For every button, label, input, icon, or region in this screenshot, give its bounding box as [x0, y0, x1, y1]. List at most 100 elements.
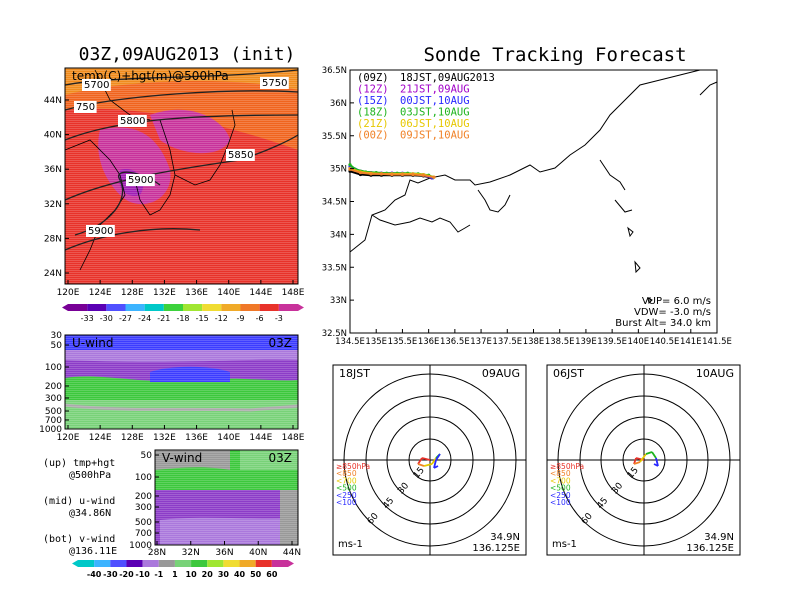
track-x-tick-label: 137E: [470, 337, 492, 347]
map-y-axis: 24N 28N 32N 36N 40N 44N: [44, 96, 69, 279]
wind-colorbar-swatch: [223, 560, 240, 567]
hodo-trace-segment: [651, 451, 657, 459]
hodo-lon: 136.125E: [472, 543, 520, 554]
contour-label-box: [260, 77, 289, 89]
v-x-tick-label: 44N: [283, 548, 301, 558]
track-x-tick-label: 141.5E: [702, 337, 732, 347]
map-x-tick-label: 120E: [57, 288, 80, 298]
hodo-trace-segment: [433, 459, 437, 469]
track-x-tick-label: 136.5E: [440, 337, 470, 347]
temp-colorbar-swatch: [163, 304, 183, 311]
note-2: (mid) u-wind @34.86N: [43, 496, 117, 520]
track-legend-code: (18Z): [357, 107, 389, 119]
u-y-tick-label: 200: [45, 382, 62, 392]
hodo-level-label: <700: [336, 476, 357, 485]
track-legend-text: 06JST,10AUG: [400, 118, 470, 130]
track-legend-code: (09Z): [357, 72, 389, 84]
hodo-trace-segment: [639, 453, 647, 463]
hodo-trace-segment: [433, 465, 439, 469]
coastline-japan-2: [174, 109, 236, 186]
contour-label: 5900: [88, 226, 113, 237]
contour-label-box: [86, 225, 115, 237]
track-x-tick-label: 136E: [418, 337, 440, 347]
contour-5850: [64, 134, 299, 201]
map-x-tick-label: 144E: [249, 288, 272, 298]
u-y-tick-label: 500: [45, 407, 62, 417]
v-y-tick-label: 300: [135, 503, 152, 513]
note-3-line2: @136.11E: [69, 546, 118, 557]
wind-colorbar-label: 30: [218, 570, 230, 579]
wind-colorbar-swatch: [94, 560, 111, 567]
wind-colorbar-swatch: [271, 560, 288, 567]
contour-5800: [64, 114, 299, 141]
wind-colorbar-swatch: [191, 560, 208, 567]
hodo-level-label: <250: [336, 491, 357, 500]
map-x-tick-label: 136E: [185, 288, 208, 298]
u-x-tick-label: 120E: [57, 433, 80, 443]
hodo-level-label: ≥850hPa: [550, 462, 584, 471]
temp-colorbar-label: -12: [215, 314, 228, 323]
track-legend-text: 18JST,09AUG2013: [400, 72, 495, 84]
map-x-tick-label: 124E: [89, 288, 112, 298]
track-point: [379, 172, 384, 176]
u-time: 03Z: [269, 336, 293, 350]
contour-label-box: [74, 101, 97, 113]
u-frame: [64, 334, 299, 430]
temp-colorbar-swatch: [240, 304, 260, 311]
v-y-tick-label: 700: [135, 529, 152, 539]
v-y-tick-label: 500: [135, 518, 152, 528]
hodo-trace-segment: [655, 457, 659, 467]
note-2-line2: @34.86N: [69, 508, 112, 519]
temp-colorbar-label: -21: [157, 314, 170, 323]
hodo-lat: 34.9N: [490, 532, 520, 543]
wind-colorbar-swatch: [78, 560, 95, 567]
contour-label-box: [226, 149, 255, 161]
track-y-tick-label: 34N: [330, 230, 347, 240]
track-island-3: [647, 297, 653, 305]
track-coastline-honshu: [349, 69, 701, 253]
u-y-tick-label: 300: [45, 394, 62, 404]
contour-label-box: [126, 174, 155, 186]
track-point: [421, 173, 425, 177]
wind-colorbar-label: -40: [87, 570, 102, 579]
contour-label-box: [82, 79, 111, 91]
wind-colorbar: -40 -30 -20 -10 -1 1 10 20 30 40 50 60: [72, 560, 294, 579]
track-y-tick-label: 36N: [330, 99, 347, 109]
temp-colorbar-swatch: [68, 304, 88, 311]
note-1-line1: (up) tmp+hgt: [43, 458, 116, 469]
note-2-line1: (mid) u-wind: [43, 496, 116, 507]
track-coastline-ise: [477, 189, 511, 213]
wind-colorbar-swatch: [207, 560, 224, 567]
contour-label: 750: [76, 102, 95, 113]
track-legend: (09Z) 18JST,09AUG2013 (12Z) 21JST,09AUG (15Z…: [357, 72, 495, 142]
u-x-tick-label: 148E: [282, 433, 305, 443]
u-y-tick-label: 50: [51, 341, 63, 351]
track-legend-code: (00Z): [357, 130, 389, 142]
hodo-level-label: ≥850hPa: [336, 462, 370, 471]
contour-label-box: [118, 115, 147, 127]
v-y-tick-label: 1000: [129, 541, 152, 551]
map-y-tick-label: 24N: [44, 269, 62, 279]
u-y-tick-label: 1000: [39, 425, 62, 435]
u-x-tick-label: 124E: [89, 433, 112, 443]
track-x-tick-label: 134.5E: [335, 337, 365, 347]
temp-colorbar-label: -6: [256, 314, 264, 323]
u-x-tick-label: 128E: [121, 433, 144, 443]
hodo-time: 06JST: [553, 367, 584, 380]
hodo-trace-segment: [633, 461, 641, 465]
wind-colorbar-label: -20: [119, 570, 134, 579]
v-frame: [154, 449, 299, 546]
track-legend-text: 03JST,10AUG: [400, 107, 470, 119]
contour-label: 5700: [84, 80, 109, 91]
temp-colorbar-right-arrow: [298, 304, 304, 311]
track-point: [432, 175, 436, 179]
contour-label: 5800: [120, 116, 145, 127]
hodo-time: 18JST: [339, 367, 370, 380]
hodo-level-label: <250: [550, 491, 571, 500]
map-y-tick-label: 36N: [44, 165, 62, 175]
track-y-tick-label: 36.5N: [322, 66, 347, 76]
